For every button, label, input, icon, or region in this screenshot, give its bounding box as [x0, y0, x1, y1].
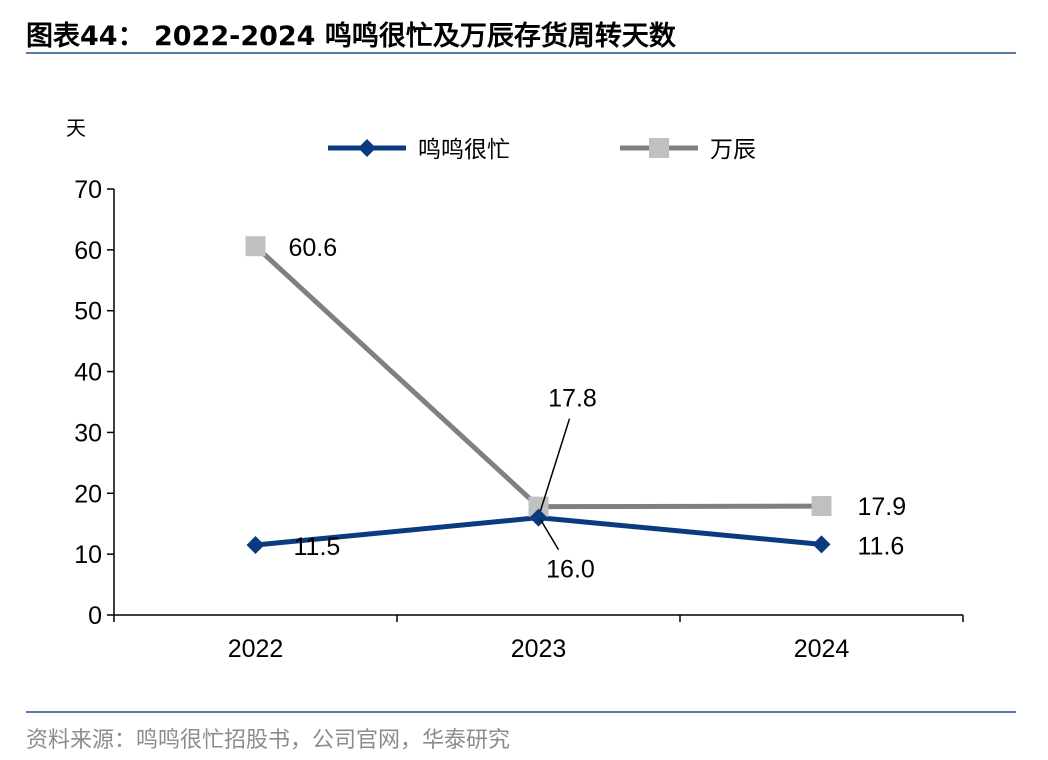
data-label: 17.9 [858, 493, 907, 521]
data-label: 11.5 [294, 533, 341, 561]
data-point-marker [812, 535, 831, 554]
chart-data-labels: 60.6 17.8 17.9 11.5 16.0 11.6 [289, 234, 907, 583]
data-label-leader-line [539, 519, 560, 551]
y-tick-label: 70 [74, 176, 102, 204]
data-point-marker [245, 236, 266, 257]
data-label: 17.8 [548, 385, 597, 413]
data-label: 60.6 [289, 234, 338, 262]
y-tick-label: 20 [74, 480, 102, 508]
source-note: 资料来源：鸣鸣很忙招股书，公司官网，华泰研究 [26, 728, 511, 753]
y-tick-label: 30 [74, 419, 102, 447]
data-point-marker [811, 496, 832, 517]
title-divider [26, 52, 1016, 54]
y-axis-unit-label: 天 [66, 116, 86, 140]
x-tick-label: 2024 [794, 635, 850, 663]
y-tick-label: 60 [74, 237, 102, 265]
chart-axes: 0 10 20 30 40 50 60 70 2022 2023 2024 [74, 176, 964, 663]
y-tick-label: 10 [74, 541, 102, 569]
legend-marker [358, 139, 376, 157]
data-label-leader-line [539, 418, 571, 511]
data-point-marker [246, 536, 265, 555]
y-tick-label: 50 [74, 298, 102, 326]
legend-marker [649, 138, 669, 158]
figure-title: 图表44： 2022-2024 鸣鸣很忙及万辰存货周转天数 [26, 21, 676, 52]
chart-series [245, 236, 832, 555]
y-tick-label: 40 [74, 359, 102, 387]
series-line [253, 244, 822, 510]
data-label: 11.6 [858, 532, 905, 560]
x-tick-label: 2023 [511, 635, 567, 663]
x-tick-label: 2022 [228, 635, 284, 663]
data-point-marker [529, 508, 548, 527]
data-label: 16.0 [546, 556, 595, 584]
chart-legend: 鸣鸣很忙 万辰 [328, 137, 756, 163]
legend-label: 万辰 [710, 137, 756, 163]
source-divider [26, 711, 1016, 713]
legend-label: 鸣鸣很忙 [418, 137, 510, 163]
y-tick-label: 0 [88, 602, 102, 630]
